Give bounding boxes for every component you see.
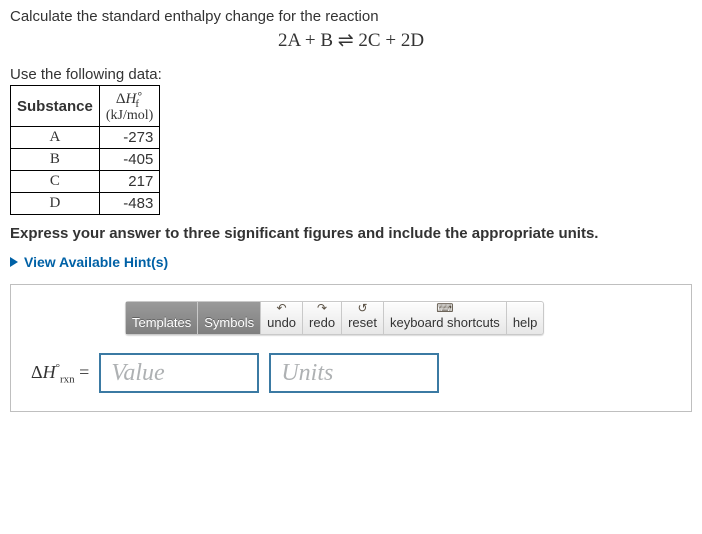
substance-cell: B	[11, 149, 100, 171]
value-cell: -483	[99, 193, 159, 215]
symbols-button[interactable]: Symbols	[198, 302, 261, 334]
col-header-dhf: ΔH∘f (kJ/mol)	[99, 86, 159, 127]
substance-cell: A	[11, 127, 100, 149]
value-cell: -405	[99, 149, 159, 171]
chevron-right-icon	[10, 257, 18, 267]
help-button[interactable]: help	[507, 302, 544, 334]
view-hints-toggle[interactable]: View Available Hint(s)	[10, 254, 692, 270]
enthalpy-data-table: Substance ΔH∘f (kJ/mol) A -273 B -405 C …	[10, 85, 160, 215]
answer-instruction: Express your answer to three significant…	[10, 225, 692, 242]
undo-button[interactable]: ↶ undo	[261, 302, 303, 334]
question-prompt: Calculate the standard enthalpy change f…	[10, 8, 692, 25]
table-row: B -405	[11, 149, 160, 171]
use-data-label: Use the following data:	[10, 66, 692, 83]
templates-button[interactable]: Templates	[126, 302, 198, 334]
keyboard-shortcuts-button[interactable]: ⌨ keyboard shortcuts	[384, 302, 507, 334]
substance-cell: C	[11, 171, 100, 193]
equation-toolbar: Templates Symbols ↶ undo ↷ redo ↺ reset …	[125, 301, 544, 335]
table-row: A -273	[11, 127, 160, 149]
table-row: D -483	[11, 193, 160, 215]
reset-icon: ↺	[357, 302, 367, 314]
reaction-equation: 2A + B ⇌ 2C + 2D	[10, 29, 692, 52]
answer-input-panel: Templates Symbols ↶ undo ↷ redo ↺ reset …	[10, 284, 692, 412]
col-header-substance: Substance	[11, 86, 100, 127]
redo-icon: ↷	[317, 302, 327, 314]
value-cell: -273	[99, 127, 159, 149]
units-input[interactable]: Units	[269, 353, 439, 393]
undo-icon: ↶	[277, 302, 287, 314]
redo-button[interactable]: ↷ redo	[303, 302, 342, 334]
table-row: C 217	[11, 171, 160, 193]
reset-button[interactable]: ↺ reset	[342, 302, 384, 334]
answer-lhs-label: ΔH°rxn =	[27, 362, 89, 386]
keyboard-icon: ⌨	[436, 302, 453, 314]
hints-label: View Available Hint(s)	[24, 254, 168, 270]
value-cell: 217	[99, 171, 159, 193]
value-input[interactable]: Value	[99, 353, 259, 393]
substance-cell: D	[11, 193, 100, 215]
